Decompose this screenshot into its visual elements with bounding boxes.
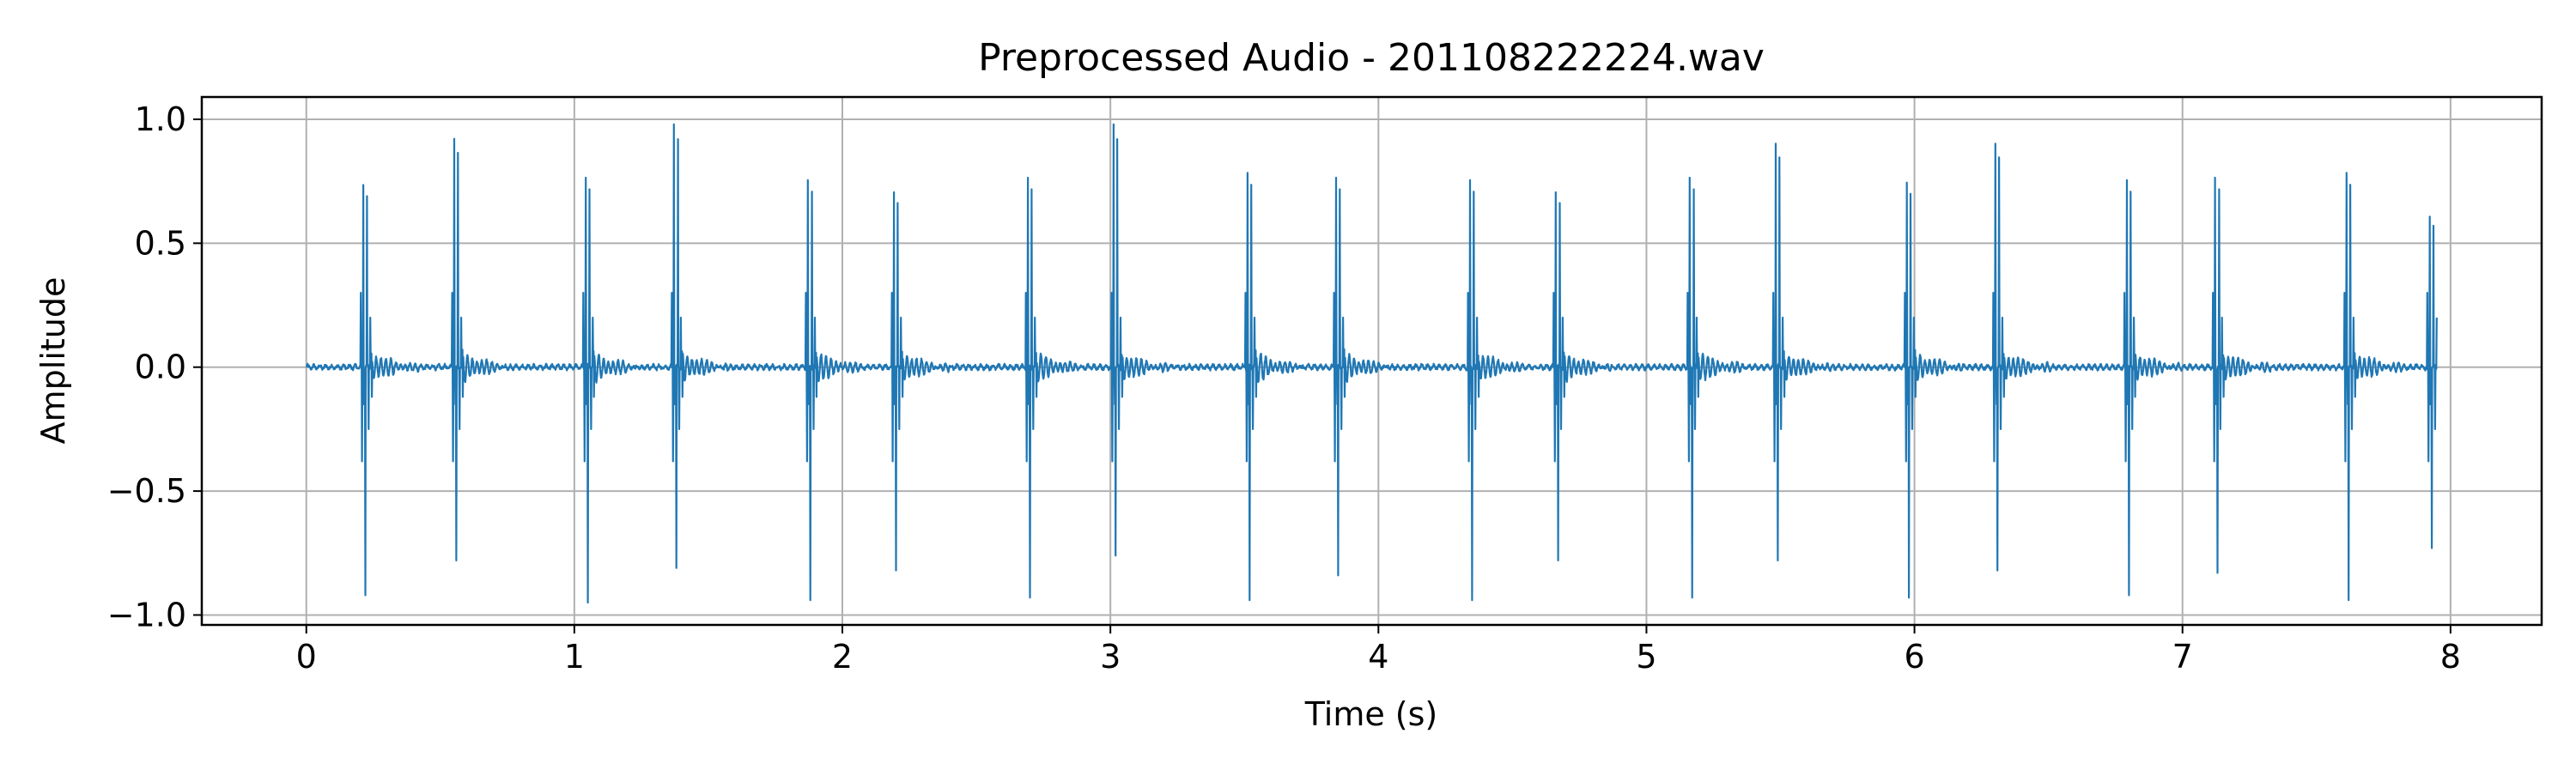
y-axis-ticks: −1.0 −0.5 0.0 0.5 1.0 — [107, 100, 202, 634]
x-tick-label: 7 — [2172, 638, 2193, 676]
chart-title: Preprocessed Audio - 201108222224.wav — [978, 36, 1765, 80]
x-tick-label: 6 — [1904, 638, 1924, 676]
waveform-line — [306, 123, 2438, 604]
x-axis-ticks: 0 1 2 3 4 5 6 7 8 — [296, 625, 2461, 676]
x-tick-label: 0 — [296, 638, 317, 676]
x-tick-label: 5 — [1636, 638, 1656, 676]
y-tick-label: 0.0 — [135, 349, 186, 386]
y-tick-label: 0.5 — [135, 224, 186, 262]
y-tick-label: −0.5 — [107, 472, 186, 510]
y-tick-label: −1.0 — [107, 596, 186, 634]
y-tick-label: 1.0 — [135, 100, 186, 138]
x-tick-label: 4 — [1368, 638, 1388, 676]
x-tick-label: 8 — [2440, 638, 2461, 676]
y-axis-label: Amplitude — [34, 277, 72, 445]
grid — [202, 97, 2542, 625]
x-axis-label: Time (s) — [1304, 695, 1438, 733]
x-tick-label: 2 — [832, 638, 853, 676]
x-tick-label: 1 — [564, 638, 585, 676]
x-tick-label: 3 — [1100, 638, 1121, 676]
plot-frame — [200, 95, 2543, 627]
waveform-series — [306, 123, 2438, 604]
